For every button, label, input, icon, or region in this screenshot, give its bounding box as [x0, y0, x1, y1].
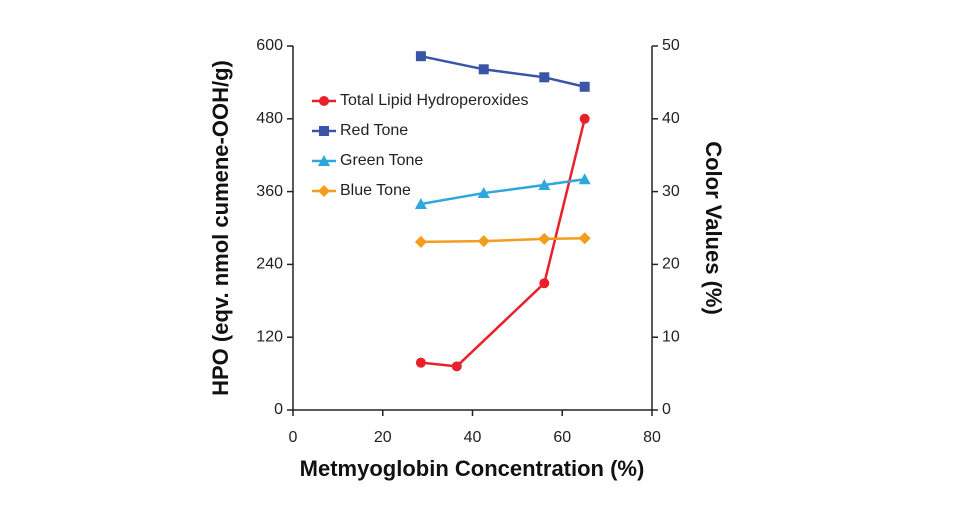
- legend-label: Green Tone: [340, 152, 423, 169]
- y-tick-label: 120: [256, 328, 283, 345]
- y2-tick-label: 0: [662, 401, 671, 418]
- y2-tick-label: 10: [662, 328, 680, 345]
- marker: [579, 81, 590, 92]
- marker: [478, 64, 489, 75]
- x-axis-title: Metmyoglobin Concentration (%): [300, 456, 645, 481]
- marker: [414, 197, 427, 209]
- marker: [451, 361, 462, 372]
- y-tick-label: 480: [256, 110, 283, 127]
- series-line: [420, 236, 585, 244]
- series-line: [420, 118, 586, 368]
- marker: [477, 235, 490, 248]
- series-line: [420, 177, 585, 206]
- y2-axis-title: Color Values (%): [701, 141, 726, 315]
- marker: [538, 232, 551, 245]
- y-tick-label: 240: [256, 256, 283, 273]
- y2-tick-label: 30: [662, 183, 680, 200]
- y-tick-label: 600: [256, 37, 283, 54]
- marker: [578, 232, 591, 245]
- marker: [539, 278, 550, 289]
- x-tick-label: 60: [553, 429, 571, 446]
- x-tick-label: 20: [374, 429, 392, 446]
- y-axis-title: HPO (eqv. nmol cumene-OOH/g): [208, 60, 233, 396]
- legend-label: Total Lipid Hydroperoxides: [340, 92, 529, 109]
- y-tick-label: 0: [274, 401, 283, 418]
- x-tick-label: 40: [464, 429, 482, 446]
- marker: [579, 113, 590, 124]
- marker: [538, 179, 551, 191]
- marker: [318, 155, 330, 166]
- marker: [319, 126, 329, 136]
- y2-tick-label: 50: [662, 37, 680, 54]
- y-tick-label: 360: [256, 183, 283, 200]
- marker: [415, 357, 426, 368]
- marker: [318, 185, 330, 197]
- legend-label: Blue Tone: [340, 182, 411, 199]
- legend-label: Red Tone: [340, 122, 408, 139]
- x-tick-label: 0: [289, 429, 298, 446]
- marker: [477, 187, 490, 199]
- y2-tick-label: 40: [662, 110, 680, 127]
- series-line: [420, 54, 585, 88]
- marker: [578, 173, 591, 185]
- marker: [414, 235, 427, 248]
- x-tick-label: 80: [643, 429, 661, 446]
- y2-tick-label: 20: [662, 256, 680, 273]
- marker: [319, 96, 329, 106]
- marker: [415, 51, 426, 62]
- marker: [539, 72, 550, 83]
